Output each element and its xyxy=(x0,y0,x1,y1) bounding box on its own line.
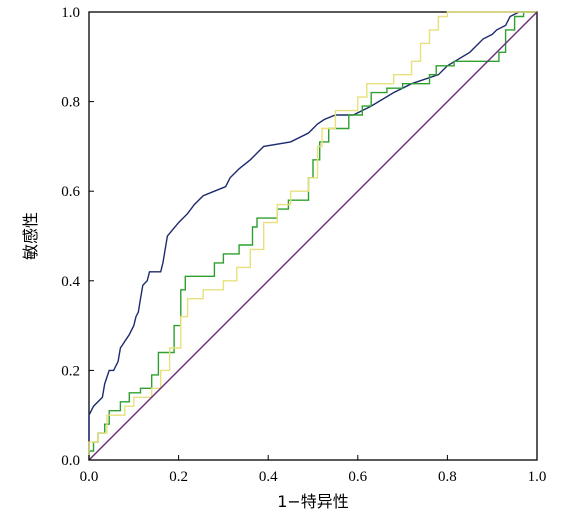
y-tick-label: 0.6 xyxy=(61,184,80,200)
y-tick-label: 0.4 xyxy=(61,274,80,290)
plot-frame xyxy=(88,11,538,461)
x-tick-label: 1.0 xyxy=(528,469,547,485)
x-tick-label: 0.4 xyxy=(259,469,278,485)
roc-curve-1 xyxy=(88,11,537,460)
x-axis-title: 1−特异性 xyxy=(277,492,349,511)
curves-layer xyxy=(88,11,538,461)
y-axis-title: 敏感性 xyxy=(21,212,40,260)
x-tick-label: 0.2 xyxy=(169,469,188,485)
x-axis: 0.0 0.2 0.4 0.6 0.8 1.0 xyxy=(80,455,547,485)
y-tick-label: 0.0 xyxy=(61,453,80,469)
roc-curve-3 xyxy=(88,11,537,460)
y-tick-label: 0.8 xyxy=(61,95,80,111)
x-tick-label: 0.8 xyxy=(438,469,457,485)
y-tick-label: 0.2 xyxy=(61,363,80,379)
y-tick-label: 1.0 xyxy=(61,5,80,21)
x-tick-label: 0.0 xyxy=(80,469,99,485)
x-tick-label: 0.6 xyxy=(348,469,367,485)
roc-curve-4 xyxy=(88,11,538,461)
y-axis: 0.0 0.2 0.4 0.6 0.8 1.0 xyxy=(61,5,94,469)
